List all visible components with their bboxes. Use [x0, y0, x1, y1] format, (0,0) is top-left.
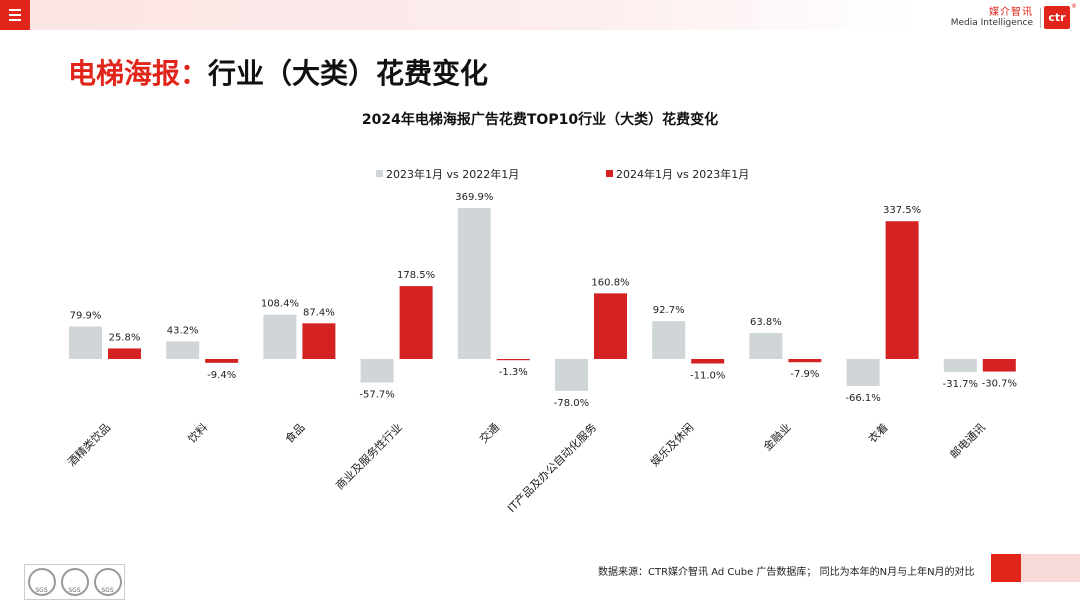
data-label-group: 79.9% 25.8% 43.2% -9.4% 108.4% 87.4% -57.7% 178…	[70, 192, 1017, 409]
sgs-badge-icon: SGS	[27, 568, 56, 596]
bar-s0-7	[749, 332, 783, 359]
bar-s1-3	[399, 286, 433, 359]
category-label-0: 酒精类饮品	[64, 420, 113, 469]
category-label-4: 交通	[476, 420, 501, 445]
bar-s1-1	[205, 359, 239, 363]
data-label-s1-3: 178.5%	[397, 270, 435, 281]
bar-group	[69, 208, 1016, 391]
brand-divider	[1040, 8, 1041, 28]
data-label-s0-1: 43.2%	[167, 325, 199, 336]
data-label-s1-9: -30.7%	[982, 379, 1017, 390]
data-label-s1-7: -7.9%	[790, 369, 819, 380]
legend-swatch-0	[376, 170, 383, 177]
bar-s0-3	[360, 359, 394, 383]
data-label-s1-5: 160.8%	[591, 277, 629, 288]
bar-s0-0	[69, 326, 102, 359]
data-label-s0-6: 92.7%	[653, 305, 685, 316]
menu-button[interactable]	[0, 0, 30, 30]
data-label-s0-2: 108.4%	[261, 299, 299, 310]
hamburger-icon	[9, 9, 21, 11]
bar-s1-0	[108, 348, 141, 359]
bar-s0-1	[166, 341, 200, 359]
ctr-logo: ctr	[1044, 6, 1070, 29]
data-label-s0-0: 79.9%	[70, 310, 102, 321]
hamburger-icon-line	[9, 19, 21, 21]
category-label-7: 金融业	[760, 420, 793, 453]
bar-s0-2	[263, 314, 297, 359]
bar-s0-5	[555, 359, 588, 391]
bar-s1-9	[982, 359, 1016, 372]
data-label-s1-2: 87.4%	[303, 307, 335, 318]
category-label-3: 商业及服务性行业	[333, 420, 405, 492]
hamburger-icon-line	[9, 14, 21, 16]
chart-title: 2024年电梯海报广告花费TOP10行业（大类）花费变化	[362, 111, 718, 128]
data-label-s1-1: -9.4%	[207, 370, 236, 381]
category-label-9: 邮电通讯	[948, 421, 988, 461]
top-band	[0, 0, 1080, 30]
page-title-main: 行业（大类）花费变化	[208, 57, 489, 90]
registered-mark: ®	[1071, 3, 1077, 10]
sgs-badge-icon: SGS	[93, 568, 122, 596]
bar-s0-4	[457, 208, 491, 359]
data-label-s1-8: 337.5%	[883, 205, 921, 216]
bar-s1-6	[691, 359, 725, 364]
data-label-s0-8: -66.1%	[845, 393, 880, 404]
bar-s0-8	[846, 359, 880, 386]
category-label-8: 衣着	[865, 420, 890, 445]
bar-s0-6	[652, 321, 686, 359]
certification-badges: SGS SGS SGS	[24, 564, 125, 600]
category-label-1: 饮料	[185, 420, 210, 445]
sgs-badge-icon: SGS	[60, 568, 89, 596]
bar-s1-5	[594, 293, 627, 359]
footer-accent-square	[991, 554, 1021, 582]
bar-s0-9	[943, 359, 977, 372]
legend-label-1: 2024年1月 vs 2023年1月	[616, 167, 749, 181]
page-title: 电梯海报：行业（大类）花费变化	[68, 52, 488, 92]
page-title-prefix: 电梯海报：	[68, 57, 209, 90]
data-label-s0-7: 63.8%	[750, 317, 782, 328]
brand-name-cn: 媒介智讯	[989, 7, 1033, 18]
category-label-6: 娱乐及休闲	[648, 420, 697, 469]
data-label-s0-4: 369.9%	[455, 192, 493, 203]
category-label-5: IT产品及办公自动化服务	[504, 420, 599, 515]
bar-s1-8	[885, 221, 919, 359]
bar-s1-7	[788, 359, 822, 363]
legend-label-0: 2023年1月 vs 2022年1月	[386, 167, 519, 181]
data-label-s1-0: 25.8%	[109, 332, 141, 343]
bar-s1-2	[302, 323, 336, 359]
brand-block: 媒介智讯 Media Intelligence	[950, 7, 1033, 28]
source-note: 数据来源：CTR媒介智讯 Ad Cube 广告数据库； 同比为本年的N月与上年N…	[598, 567, 975, 578]
category-label-group: 酒精类饮品 饮料 食品 商业及服务性行业 交通 IT产品及办公自动化服务 娱乐及休闲 金融业 衣…	[64, 420, 988, 515]
category-label-2: 食品	[282, 420, 307, 445]
bar-s1-4	[496, 359, 530, 361]
legend-swatch-1	[606, 170, 613, 177]
data-label-s1-4: -1.3%	[499, 367, 528, 378]
data-label-s0-9: -31.7%	[943, 379, 978, 390]
data-label-s0-3: -57.7%	[359, 390, 394, 401]
brand-name-en: Media Intelligence	[950, 17, 1033, 28]
chart-legend: 2023年1月 vs 2022年1月 2024年1月 vs 2023年1月	[376, 167, 749, 181]
data-label-s0-5: -78.0%	[554, 398, 589, 409]
data-label-s1-6: -11.0%	[690, 370, 725, 381]
